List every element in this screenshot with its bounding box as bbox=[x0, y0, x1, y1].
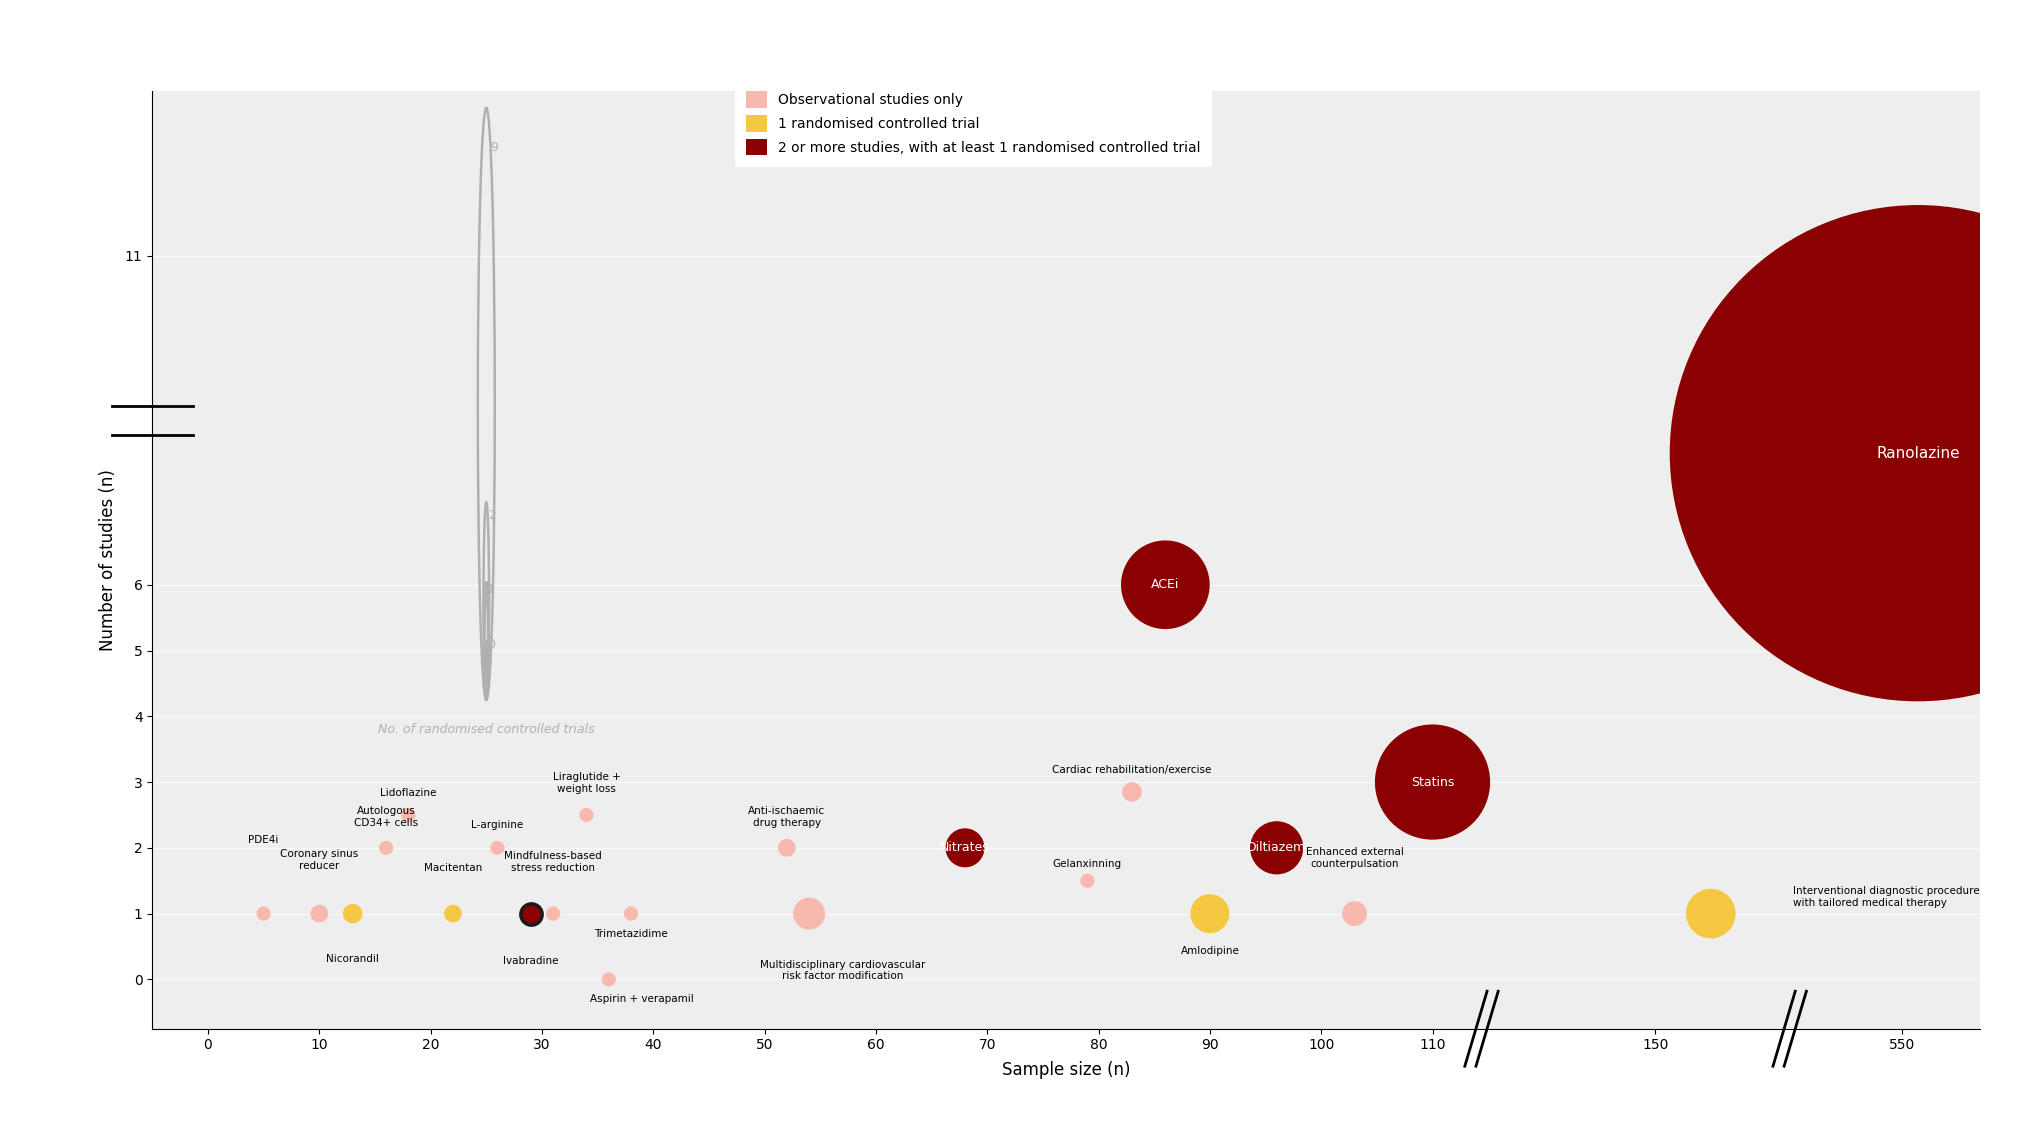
Text: Aspirin + verapamil: Aspirin + verapamil bbox=[591, 994, 694, 1004]
Point bbox=[436, 904, 469, 922]
Text: Multidisciplinary cardiovascular
risk factor modification: Multidisciplinary cardiovascular risk fa… bbox=[759, 960, 926, 981]
Text: Ranolazine: Ranolazine bbox=[1876, 446, 1959, 461]
Text: Nicorandil: Nicorandil bbox=[327, 954, 380, 965]
Point bbox=[248, 904, 280, 922]
Y-axis label: Number of studies (n): Number of studies (n) bbox=[99, 469, 116, 652]
Point bbox=[593, 970, 625, 989]
Text: L-arginine: L-arginine bbox=[471, 820, 524, 830]
Point bbox=[536, 904, 568, 922]
Text: Amlodipine: Amlodipine bbox=[1179, 946, 1238, 957]
Point bbox=[1693, 904, 1726, 922]
Point bbox=[570, 806, 603, 824]
Text: 9: 9 bbox=[491, 141, 497, 154]
Text: Lidoflazine: Lidoflazine bbox=[380, 789, 436, 799]
Point bbox=[615, 904, 648, 922]
Text: PDE4i: PDE4i bbox=[248, 834, 278, 845]
X-axis label: Sample size (n): Sample size (n) bbox=[1001, 1061, 1131, 1079]
Text: Interventional diagnostic procedure
with tailored medical therapy: Interventional diagnostic procedure with… bbox=[1792, 886, 1979, 908]
Text: Enhanced external
counterpulsation: Enhanced external counterpulsation bbox=[1305, 847, 1403, 869]
Point bbox=[302, 904, 335, 922]
Text: Coronary sinus
reducer: Coronary sinus reducer bbox=[280, 849, 357, 871]
Point bbox=[769, 839, 802, 857]
Point bbox=[1070, 872, 1102, 890]
Text: Statins: Statins bbox=[1411, 776, 1453, 789]
Text: Liraglutide +
weight loss: Liraglutide + weight loss bbox=[552, 773, 619, 794]
Point bbox=[1194, 904, 1226, 922]
Point bbox=[1415, 773, 1447, 791]
Text: Macitentan: Macitentan bbox=[424, 863, 481, 873]
Point bbox=[369, 839, 402, 857]
Point bbox=[1261, 839, 1293, 857]
Point bbox=[1338, 904, 1370, 922]
Text: Diltiazem: Diltiazem bbox=[1246, 841, 1305, 854]
Text: 1: 1 bbox=[487, 583, 495, 596]
Text: Cardiac rehabilitation/exercise: Cardiac rehabilitation/exercise bbox=[1052, 766, 1212, 775]
Legend: Observational studies only, 1 randomised controlled trial, 2 or more studies, wi: Observational studies only, 1 randomised… bbox=[735, 80, 1212, 167]
Point bbox=[1900, 443, 1933, 462]
Point bbox=[337, 904, 369, 922]
Point bbox=[948, 839, 980, 857]
Text: Nitrates: Nitrates bbox=[940, 841, 989, 854]
Point bbox=[1149, 576, 1181, 594]
Text: Ivabradine: Ivabradine bbox=[503, 957, 558, 966]
Point bbox=[792, 904, 824, 922]
Text: Trimetazidime: Trimetazidime bbox=[595, 928, 668, 938]
Text: Gelanxinning: Gelanxinning bbox=[1052, 858, 1121, 869]
Text: Autologous
CD34+ cells: Autologous CD34+ cells bbox=[353, 807, 418, 828]
Text: 0: 0 bbox=[487, 638, 495, 652]
Point bbox=[514, 904, 546, 922]
Text: ACEi: ACEi bbox=[1151, 578, 1179, 591]
Point bbox=[1114, 783, 1147, 801]
Text: Mindfulness-based
stress reduction: Mindfulness-based stress reduction bbox=[503, 852, 601, 873]
Text: 2: 2 bbox=[487, 510, 495, 522]
Text: No. of randomised controlled trials: No. of randomised controlled trials bbox=[378, 722, 595, 736]
Point bbox=[481, 839, 514, 857]
Point bbox=[392, 806, 424, 824]
Text: Anti-ischaemic
drug therapy: Anti-ischaemic drug therapy bbox=[747, 807, 824, 828]
